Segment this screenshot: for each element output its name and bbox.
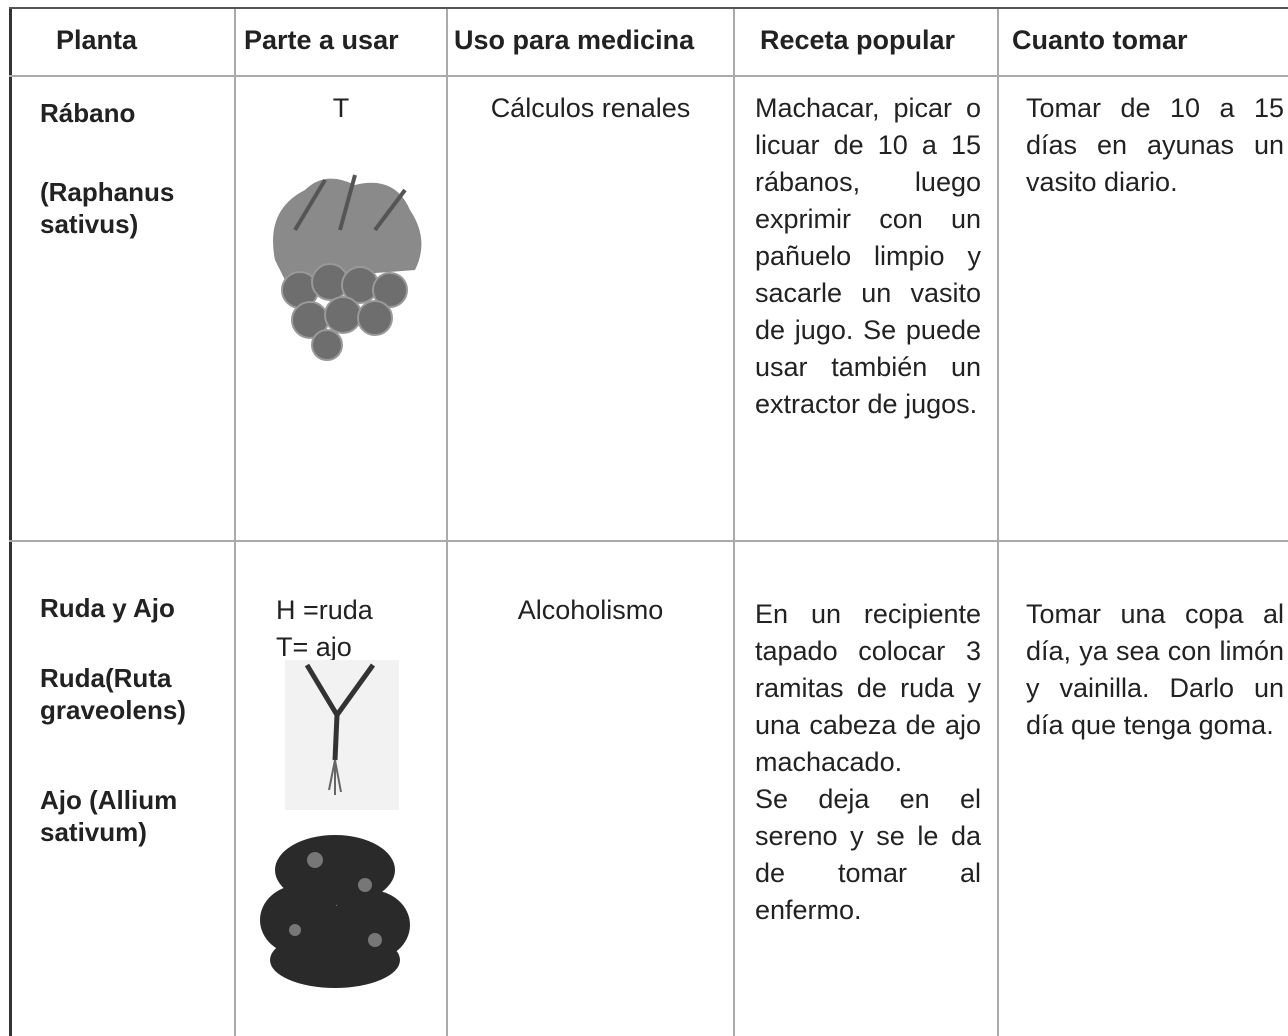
- part-used: T= ajo: [276, 632, 352, 662]
- dosage: Tomar de 10 a 15 días en ayunas un vasit…: [1026, 93, 1284, 197]
- header-cell: Uso para medicina: [454, 25, 695, 55]
- plant-scientific: (Raphanus sativus): [40, 177, 175, 239]
- recipe: Machacar, picar o licuar de 10 a 15 rába…: [755, 93, 981, 419]
- medicinal-use: Alcoholismo: [517, 595, 664, 625]
- header-cell: Planta: [56, 25, 138, 55]
- rue-image: [260, 835, 410, 988]
- column-divider: [234, 8, 236, 1036]
- recipe-part: Se deja en el sereno y se le da de tomar…: [755, 784, 981, 925]
- medicinal-use: Cálculos renales: [490, 93, 691, 123]
- plant-scientific: Ruda(Ruta graveolens): [40, 663, 186, 725]
- row-divider: [9, 540, 1288, 542]
- part-used: T: [332, 93, 350, 123]
- part-used: H =ruda: [276, 595, 373, 625]
- column-divider: [446, 8, 448, 1036]
- dosage: Tomar una copa al día, ya sea con limón …: [1026, 599, 1284, 740]
- recipe: En un recipiente tapado colocar 3 ramita…: [755, 596, 981, 929]
- garlic-image: [285, 660, 399, 810]
- table-border: [9, 7, 1288, 9]
- header-cell: Receta popular: [760, 25, 956, 55]
- row-divider: [9, 75, 1288, 77]
- header-cell: Cuanto tomar: [1012, 25, 1188, 55]
- recipe-part: En un recipiente tapado colocar 3 ramita…: [755, 599, 981, 777]
- table-border: [9, 8, 12, 1036]
- column-divider: [997, 8, 999, 1036]
- plant-name: Ruda y Ajo: [40, 593, 175, 623]
- column-divider: [733, 8, 735, 1036]
- radish-image: [273, 174, 422, 361]
- plant-name: Rábano: [40, 98, 136, 128]
- plant-scientific: Ajo (Allium sativum): [40, 785, 178, 847]
- header-cell: Parte a usar: [244, 25, 399, 55]
